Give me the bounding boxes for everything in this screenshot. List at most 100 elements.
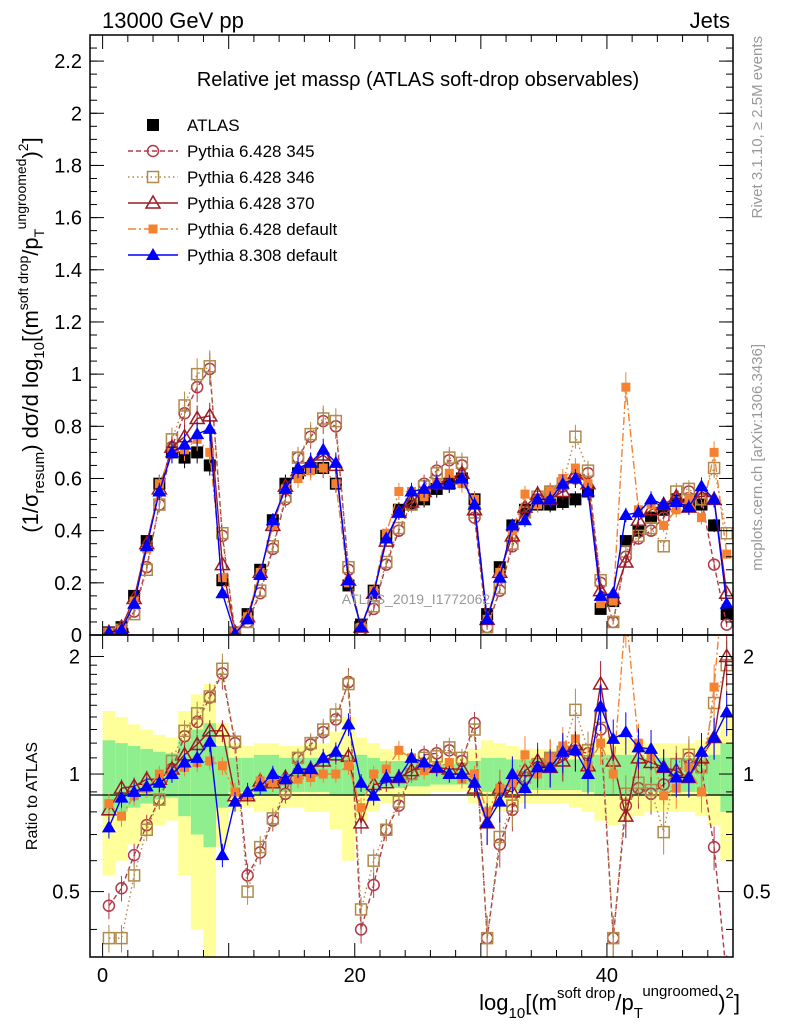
ratio-point — [293, 774, 303, 784]
ratio-tick-label: 2 — [69, 646, 80, 668]
data-point — [392, 521, 406, 535]
data-point — [556, 495, 569, 508]
data-point — [606, 586, 621, 599]
ratio-point — [227, 794, 242, 807]
ratio-point — [417, 755, 432, 768]
data-point — [379, 531, 394, 544]
ratio-point — [102, 899, 116, 912]
data-point — [630, 511, 647, 526]
data-point — [657, 540, 670, 553]
ratio-tick-label-right: 1 — [743, 764, 754, 786]
ratio-point — [555, 744, 570, 757]
y-tick-label: 1 — [71, 364, 82, 386]
data-point — [366, 586, 381, 599]
ratio-point — [127, 848, 141, 862]
data-point — [443, 451, 456, 464]
ratio-band-inner — [190, 729, 204, 835]
data-point — [178, 399, 191, 412]
ratio-point — [369, 769, 379, 779]
series-line — [108, 427, 728, 635]
ratio-point — [316, 723, 330, 736]
legend-marker — [146, 170, 160, 184]
ratio-point — [190, 707, 204, 720]
data-point — [543, 492, 558, 505]
ratio-point — [228, 735, 242, 748]
ratio-point — [139, 779, 154, 792]
ratio-point — [429, 760, 444, 773]
legend-marker — [147, 119, 159, 131]
ratio-point — [356, 803, 366, 813]
ratio-point — [367, 878, 380, 892]
ratio-point — [606, 931, 620, 945]
data-point — [341, 573, 356, 586]
legend-marker — [148, 224, 158, 234]
x-axis-label: log10[(msoft drop/pTungroomed)2] — [479, 983, 740, 1022]
ratio-point — [115, 931, 128, 945]
ratio-point — [343, 761, 353, 771]
data-point — [316, 412, 330, 425]
data-point — [316, 442, 331, 455]
ratio-point — [216, 662, 229, 676]
legend-entry: Pythia 6.428 370 — [128, 194, 315, 213]
ratio-point — [104, 799, 114, 809]
ratio-point — [352, 814, 370, 829]
data-point — [190, 367, 204, 381]
legend-marker — [146, 248, 160, 260]
ratio-point — [241, 885, 254, 898]
ratio-point — [520, 750, 530, 760]
ratio-band-inner — [102, 740, 116, 817]
ratio-point — [392, 795, 406, 808]
data-point — [394, 487, 404, 497]
ratio-point — [240, 784, 255, 797]
ratio-point — [328, 744, 343, 757]
ratio-band-inner — [707, 754, 721, 796]
x-tick-label: 0 — [97, 965, 108, 987]
data-point — [608, 596, 618, 606]
data-point — [656, 497, 671, 510]
ratio-point — [190, 750, 205, 763]
ratio-point — [379, 770, 394, 783]
ratio-point — [454, 767, 469, 780]
data-point — [569, 493, 582, 506]
data-point — [417, 481, 432, 494]
ratio-point — [403, 762, 420, 777]
ratio-band-inner — [480, 757, 494, 792]
ratio-point — [178, 724, 191, 738]
ratio-point — [480, 815, 495, 828]
data-point — [681, 500, 696, 513]
ratio-point — [596, 738, 606, 748]
ratio-point — [115, 881, 128, 895]
header-right: Jets — [690, 8, 730, 33]
ratio-point — [127, 784, 142, 797]
data-point — [530, 492, 545, 505]
data-point — [644, 521, 658, 535]
legend-label: Pythia 6.428 370 — [187, 194, 315, 213]
ratio-point — [203, 690, 217, 703]
data-point — [618, 508, 633, 520]
ratio-point — [696, 787, 706, 797]
rivet-label: Rivet 3.1.10, ≥ 2.5M events — [749, 36, 766, 219]
ratio-point — [442, 767, 457, 780]
y-tick-label: 2 — [71, 103, 82, 125]
legend-label: Pythia 6.428 default — [187, 220, 338, 239]
ratio-point — [621, 607, 630, 616]
ratio-frame — [89, 634, 734, 958]
ratio-point — [215, 848, 230, 861]
ratio-point — [569, 703, 582, 717]
data-point — [403, 493, 420, 508]
data-point — [480, 612, 495, 625]
ratio-point — [266, 812, 280, 825]
ratio-point — [517, 781, 532, 794]
y-tick-label: 0.4 — [54, 521, 82, 543]
ratio-point — [354, 903, 368, 916]
y-tick-label: 0.2 — [54, 573, 82, 595]
ratio-point — [505, 767, 520, 780]
data-point — [694, 479, 709, 492]
ratio-point — [468, 723, 481, 736]
ratio-point — [230, 787, 240, 797]
ratio-point — [694, 744, 709, 757]
ratio-point — [608, 769, 618, 779]
data-point — [442, 476, 457, 489]
ratio-point — [709, 682, 719, 692]
